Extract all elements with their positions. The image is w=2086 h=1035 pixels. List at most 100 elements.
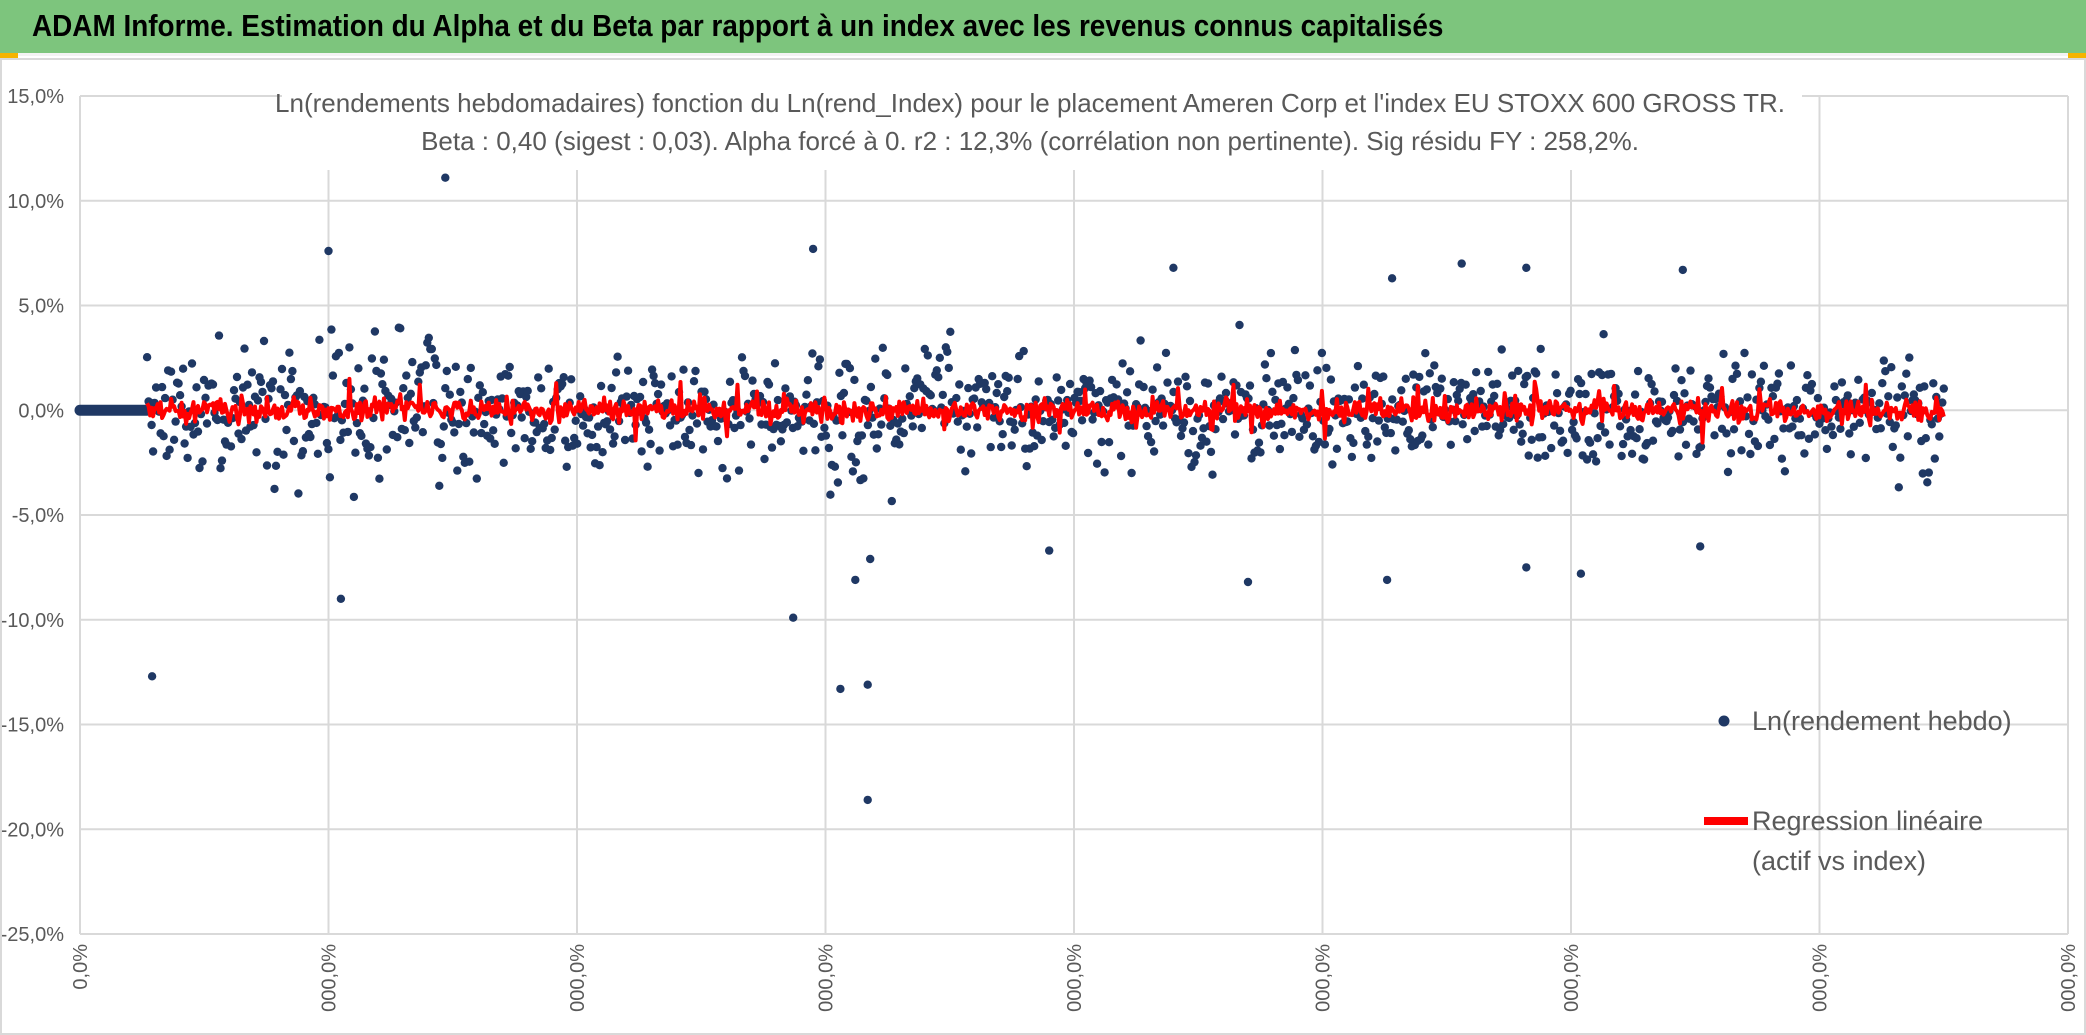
scatter-point: [1920, 382, 1929, 391]
scatter-point: [1855, 418, 1865, 427]
scatter-point: [171, 417, 180, 426]
scatter-point: [1623, 432, 1632, 441]
scatter-point: [375, 474, 384, 483]
scatter-point: [1136, 336, 1145, 345]
scatter-point: [1112, 380, 1121, 389]
scatter-point: [1536, 344, 1545, 354]
scatter-point: [1792, 395, 1802, 405]
scatter-point: [1235, 320, 1244, 330]
x-tick-label: 000,0%: [1561, 944, 1583, 1012]
scatter-point: [1753, 441, 1763, 451]
scatter-point: [592, 442, 601, 452]
scatter-point: [851, 575, 860, 585]
scatter-point: [773, 395, 783, 405]
scatter-point: [528, 437, 537, 446]
scatter-point: [1077, 416, 1087, 425]
scatter-point: [1454, 396, 1463, 405]
scatter-point: [237, 434, 246, 444]
scatter-point: [1097, 437, 1106, 447]
scatter-point: [259, 336, 269, 346]
scatter-point: [926, 391, 935, 400]
scatter-point: [1605, 440, 1614, 449]
scatter-point: [1606, 369, 1616, 379]
scatter-point: [821, 431, 831, 440]
scatter-point: [1158, 421, 1168, 430]
scatter-point: [667, 372, 676, 381]
scatter-point: [826, 490, 835, 499]
scatter-point: [1879, 356, 1889, 365]
scatter-point: [1722, 429, 1731, 438]
scatter-point: [1037, 435, 1046, 445]
scatter-point: [148, 447, 158, 456]
scatter-point: [1514, 366, 1523, 376]
scatter-point: [441, 384, 450, 393]
scatter-point: [349, 492, 359, 502]
scatter-point: [550, 425, 559, 434]
scatter-point: [1828, 430, 1838, 440]
scatter-point: [1522, 563, 1531, 572]
scatter-point: [874, 430, 883, 439]
scatter-point: [1597, 370, 1607, 380]
scatter-point: [441, 173, 450, 182]
scatter-point: [691, 366, 700, 376]
scatter-point: [435, 481, 444, 490]
scatter-point: [764, 380, 774, 389]
scatter-point: [1415, 372, 1424, 382]
scatter-point: [267, 384, 276, 393]
scatter-point: [1680, 389, 1689, 398]
scatter-point: [1897, 382, 1907, 391]
scatter-point: [1155, 410, 1165, 419]
scatter-point: [647, 365, 657, 374]
scatter-point: [406, 389, 415, 398]
scatter-point: [1704, 374, 1713, 383]
scatter-point: [641, 418, 651, 427]
scatter-point: [324, 246, 333, 256]
scatter-point: [534, 373, 543, 382]
scatter-point: [1122, 388, 1132, 397]
scatter-point: [472, 474, 481, 483]
scatter-point: [1260, 360, 1270, 369]
scatter-point: [378, 380, 387, 389]
scatter-point: [1705, 383, 1715, 392]
scatter-point: [1293, 375, 1303, 385]
scatter-point: [312, 418, 321, 428]
scatter-point: [1184, 449, 1193, 458]
scatter-point: [712, 422, 721, 431]
scatter-point: [174, 379, 183, 388]
scatter-point: [567, 375, 576, 384]
scatter-point: [1593, 434, 1602, 443]
scatter-point: [193, 427, 203, 436]
scatter-point: [202, 419, 212, 428]
scatter-point: [1677, 376, 1686, 385]
legend-label-regression: Regression linéaire: [1752, 806, 1983, 836]
scatter-point: [689, 377, 699, 386]
scatter-point: [1302, 420, 1312, 429]
scatter-point: [1349, 438, 1358, 448]
scatter-point: [298, 447, 308, 456]
scatter-point: [898, 414, 907, 423]
scatter-point: [679, 365, 688, 374]
scatter-point: [1185, 396, 1195, 406]
scatter-point: [1052, 373, 1061, 382]
scatter-point: [859, 474, 868, 483]
scatter-point: [505, 362, 514, 372]
scatter-point: [1807, 379, 1817, 389]
scatter-point: [908, 422, 917, 431]
scatter-point: [584, 413, 594, 422]
scatter-point: [1633, 366, 1643, 376]
scatter-point: [432, 360, 441, 370]
y-tick-label: -5,0%: [12, 505, 64, 527]
scatter-point: [1888, 442, 1898, 452]
scatter-point: [1188, 426, 1198, 436]
scatter-point: [1262, 374, 1271, 383]
scatter-point: [1737, 446, 1746, 455]
scatter-point: [1759, 361, 1769, 370]
scatter-point: [1563, 448, 1572, 458]
scatter-point: [887, 496, 896, 506]
legend-marker-scatter: [1718, 715, 1730, 727]
scatter-point: [1881, 367, 1890, 376]
scatter-point: [839, 388, 849, 398]
scatter-point: [499, 458, 508, 467]
scatter-point: [157, 382, 167, 392]
scatter-point: [872, 444, 881, 453]
